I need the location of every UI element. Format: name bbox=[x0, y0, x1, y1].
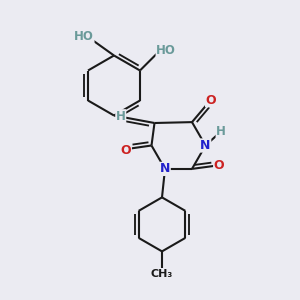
Text: O: O bbox=[206, 94, 216, 107]
Text: H: H bbox=[116, 110, 126, 123]
Text: N: N bbox=[200, 139, 211, 152]
Text: O: O bbox=[121, 144, 131, 158]
Text: CH₃: CH₃ bbox=[151, 269, 173, 280]
Text: N: N bbox=[160, 162, 170, 176]
Text: HO: HO bbox=[156, 44, 176, 57]
Text: O: O bbox=[214, 159, 224, 172]
Text: H: H bbox=[216, 124, 226, 138]
Text: HO: HO bbox=[74, 30, 94, 44]
